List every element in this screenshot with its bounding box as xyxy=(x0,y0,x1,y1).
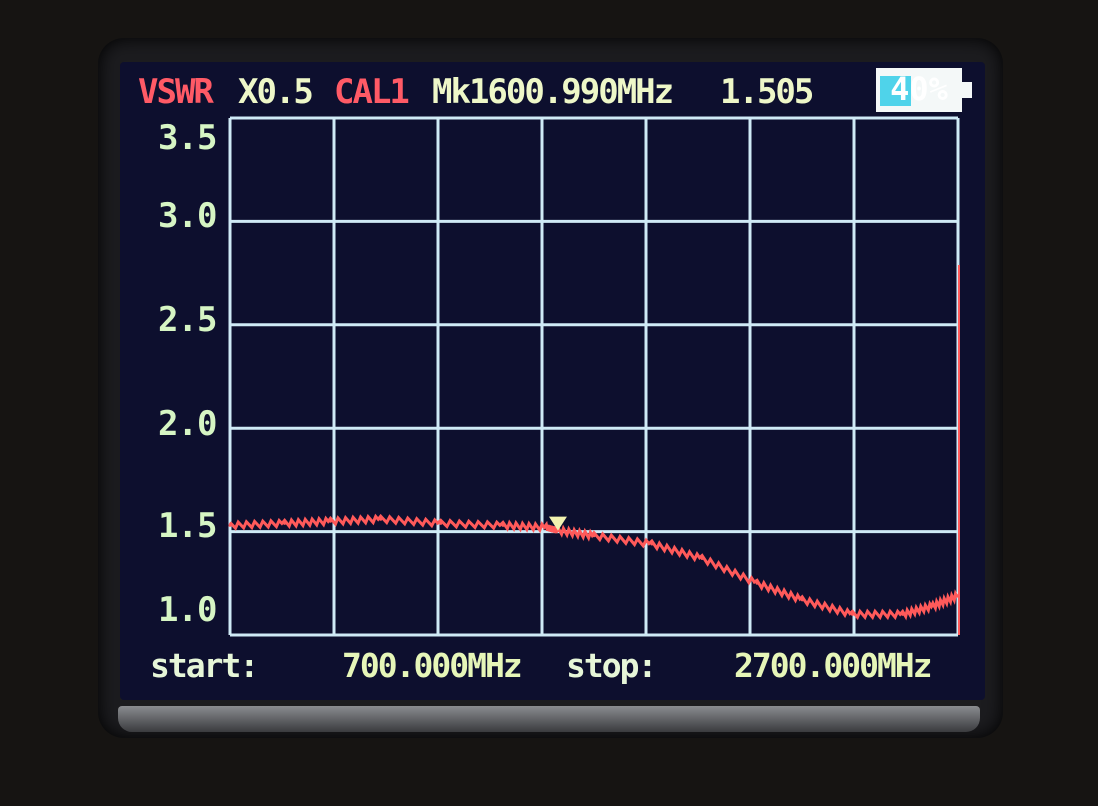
stop-label: stop: xyxy=(566,646,657,685)
y-tick-label: 1.5 xyxy=(158,506,217,546)
y-tick-label: 3.0 xyxy=(158,196,217,236)
data-point xyxy=(956,594,960,598)
data-point xyxy=(850,612,854,616)
scale-label[interactable]: X0.5 xyxy=(238,72,314,112)
data-point xyxy=(901,612,905,616)
data-point xyxy=(931,604,935,608)
start-label: start: xyxy=(150,646,259,685)
data-point xyxy=(700,556,704,560)
data-point xyxy=(379,517,383,521)
y-tick-label: 2.5 xyxy=(158,300,217,340)
data-point xyxy=(556,529,560,533)
marker-value: 1.505 xyxy=(720,72,814,112)
data-point xyxy=(501,523,505,527)
y-tick-label: 2.0 xyxy=(158,404,217,444)
start-value[interactable]: 700.000MHz xyxy=(342,646,523,685)
vswr-trace xyxy=(228,513,959,621)
data-point xyxy=(650,542,654,546)
data-point xyxy=(328,519,332,523)
battery-text: 40% xyxy=(890,70,948,108)
y-tick-label: 1.0 xyxy=(158,590,217,630)
data-point xyxy=(592,534,596,538)
lcd-screen xyxy=(120,62,985,700)
stop-value[interactable]: 2700.000MHz xyxy=(734,646,933,685)
cal-label[interactable]: CAL1 xyxy=(334,72,410,112)
mode-label[interactable]: VSWR xyxy=(138,72,214,112)
marker-triangle-icon xyxy=(548,516,567,531)
data-point xyxy=(755,581,759,585)
marker-frequency[interactable]: Mk1600.990MHz xyxy=(432,72,674,112)
data-point xyxy=(800,598,804,602)
data-point xyxy=(439,521,443,525)
battery-nub xyxy=(962,82,972,98)
battery-fill xyxy=(880,76,912,106)
data-point xyxy=(283,521,287,525)
data-point xyxy=(544,525,548,529)
y-tick-label: 3.5 xyxy=(158,118,217,158)
device-lip xyxy=(118,706,980,732)
data-point xyxy=(228,523,232,527)
battery-icon: 40% xyxy=(876,68,972,112)
